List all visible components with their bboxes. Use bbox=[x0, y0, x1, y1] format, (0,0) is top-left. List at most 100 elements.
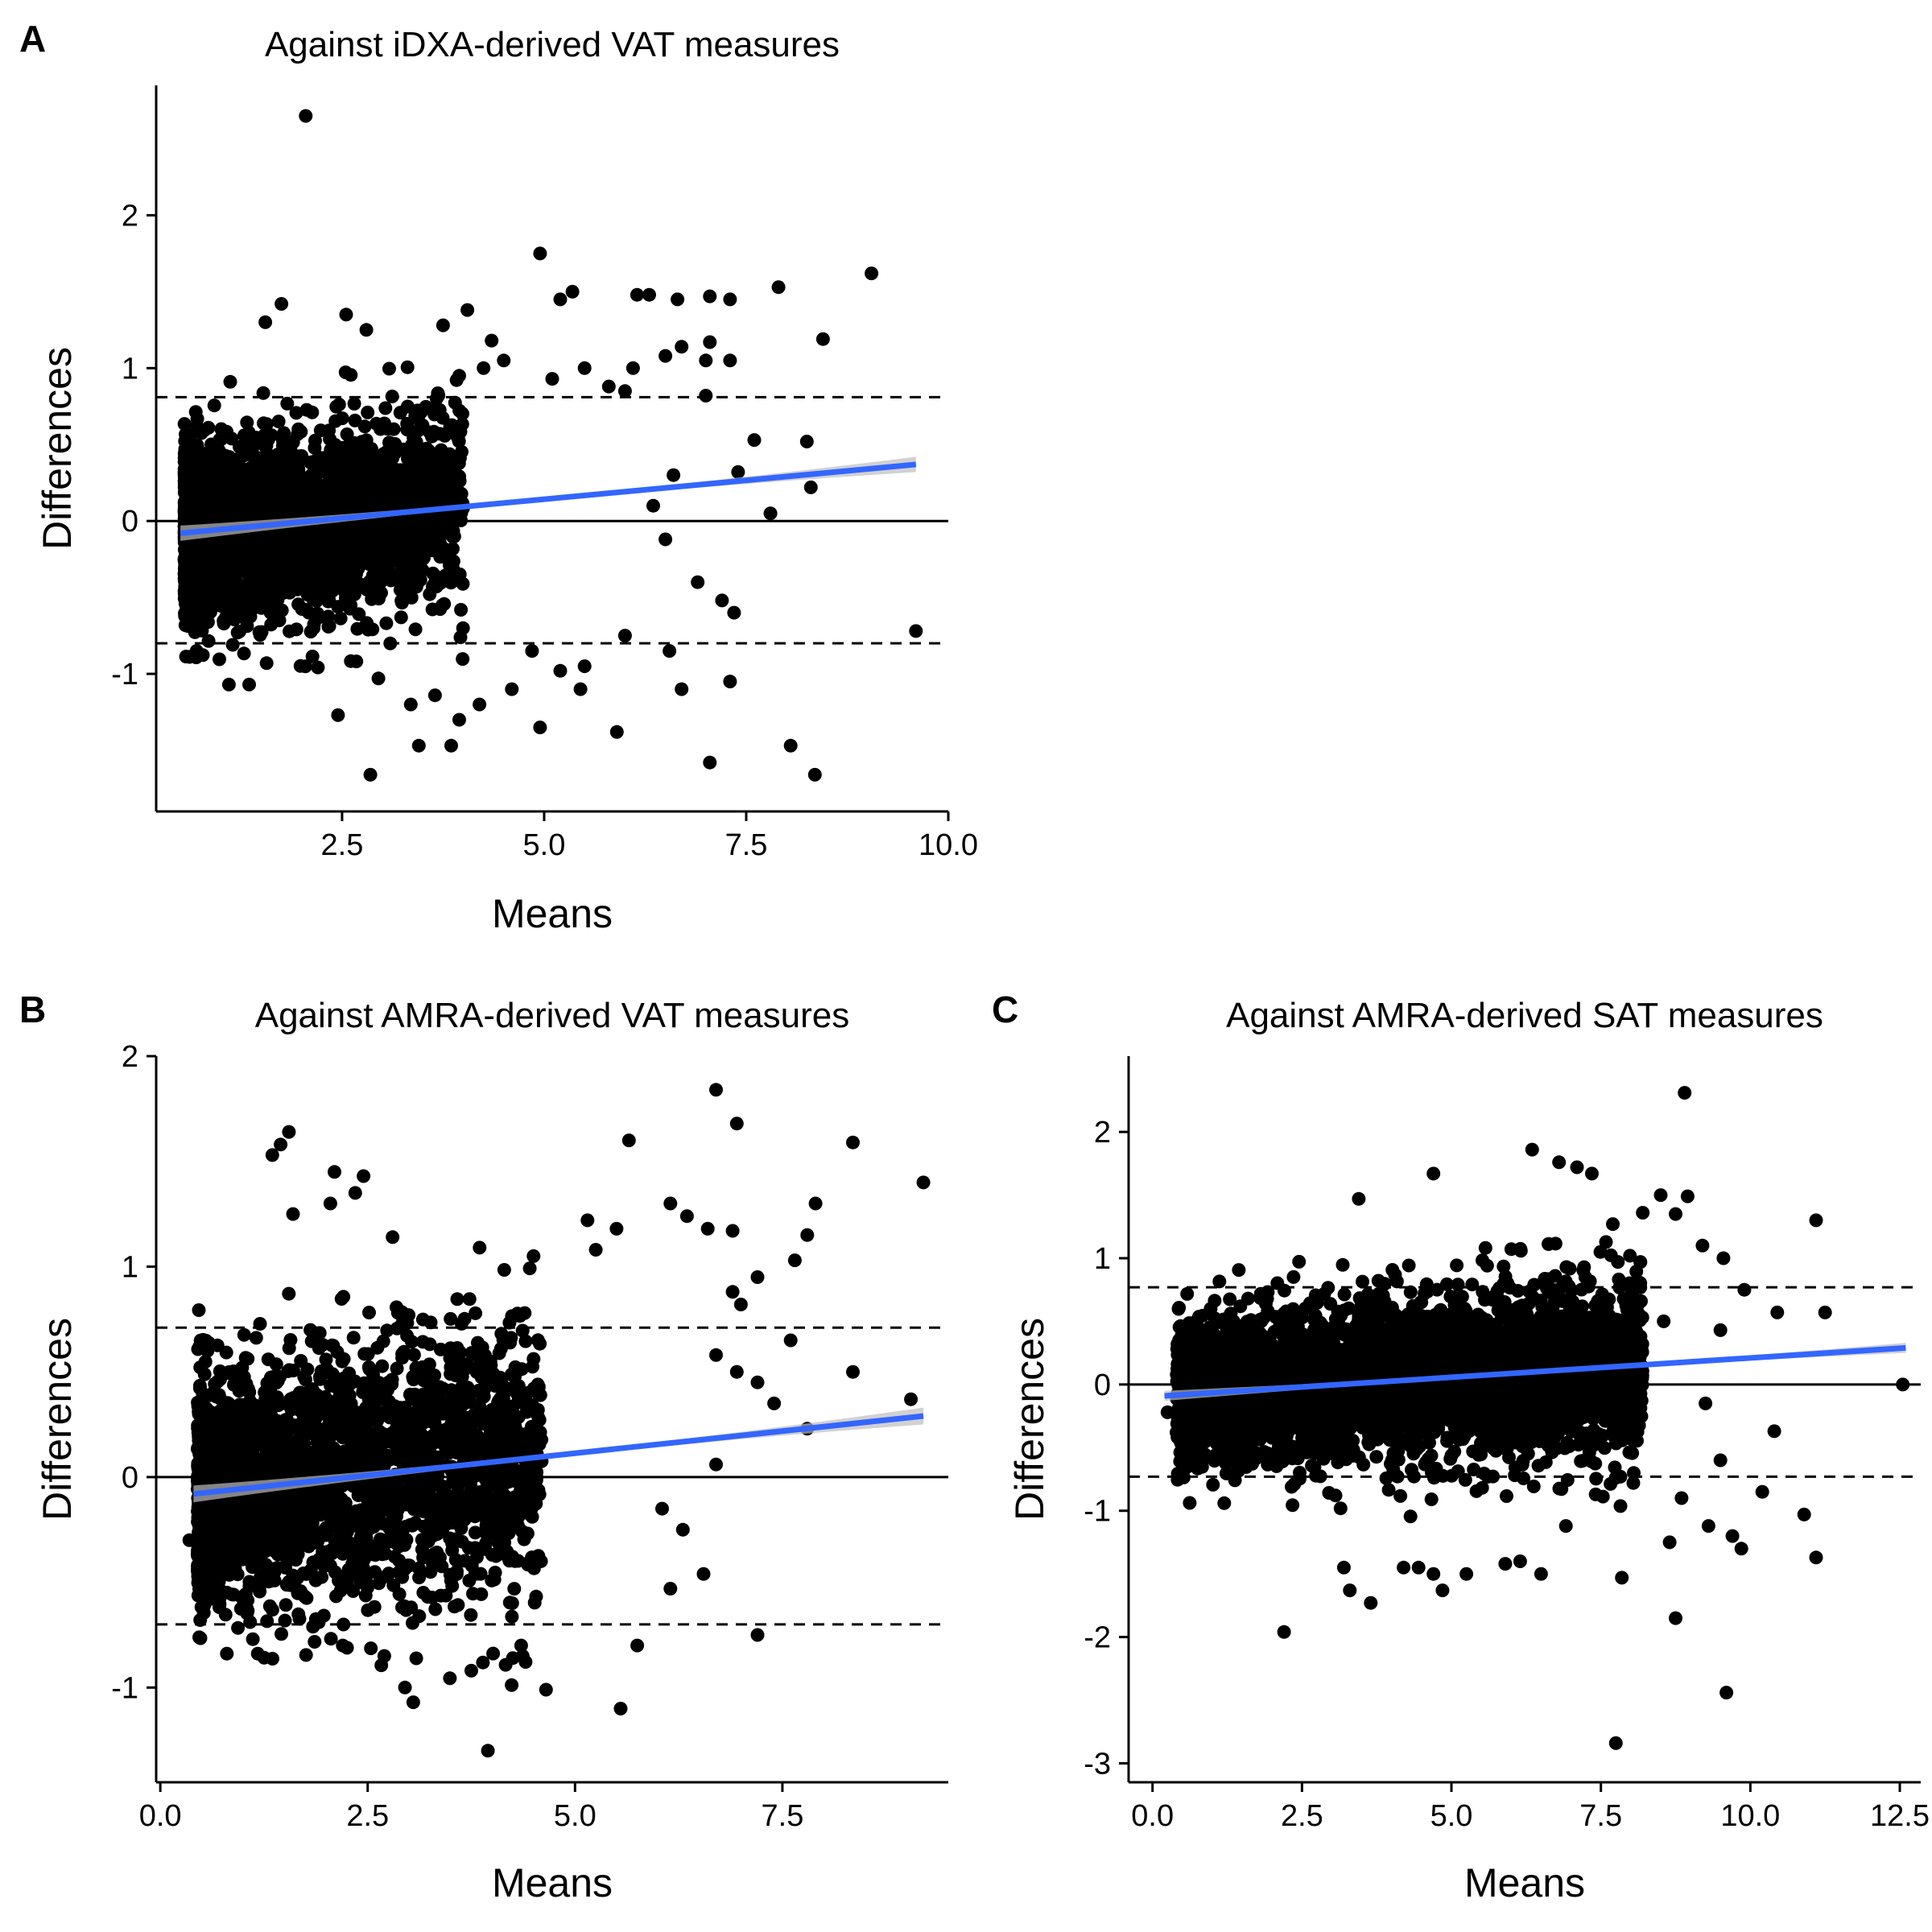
panel-a-point bbox=[431, 388, 446, 402]
panel-a-point bbox=[363, 767, 378, 782]
panel-b-point bbox=[220, 1585, 234, 1600]
panel-a-point bbox=[350, 555, 365, 569]
panel-a-point bbox=[799, 435, 814, 448]
panel-b-point bbox=[518, 1334, 533, 1348]
panel-a-point bbox=[239, 555, 254, 569]
panel-a-point bbox=[803, 480, 818, 494]
panel-a-point bbox=[703, 335, 717, 349]
panel-a-point bbox=[321, 620, 336, 634]
panel-a-point bbox=[217, 450, 231, 464]
panel-a-point bbox=[731, 464, 745, 479]
panel-a-point bbox=[625, 361, 640, 375]
panel-a-title: Against iDXA-derived VAT measures bbox=[265, 25, 840, 64]
panel-b-point bbox=[492, 1346, 506, 1360]
panel-a-point bbox=[400, 416, 415, 431]
panel-a-point bbox=[225, 638, 240, 652]
panel-b-title: Against AMRA-derived VAT measures bbox=[255, 996, 850, 1035]
panel-a-point bbox=[723, 353, 737, 368]
panel-a-point bbox=[213, 502, 228, 517]
panel-b-point bbox=[358, 1588, 373, 1603]
panel-a-point bbox=[275, 297, 289, 311]
panel-a-point bbox=[371, 671, 386, 686]
panel-a-point bbox=[675, 682, 689, 696]
panel-b-point bbox=[243, 1615, 258, 1629]
panel-a-point bbox=[444, 738, 458, 753]
panel-a-point bbox=[183, 510, 197, 525]
panel-a-point bbox=[187, 578, 201, 592]
panel-b-point bbox=[246, 1632, 260, 1646]
panel-a-point bbox=[279, 463, 294, 477]
panel-a-point bbox=[311, 660, 325, 675]
panel-a-point bbox=[497, 353, 511, 368]
panel-a-point bbox=[361, 405, 375, 419]
panel-b-point bbox=[346, 1331, 361, 1345]
panel-a-point bbox=[446, 542, 460, 556]
panel-a-point bbox=[663, 644, 677, 658]
panel-a-point bbox=[577, 361, 592, 375]
panel-a-point bbox=[445, 488, 460, 502]
panel-a-point bbox=[553, 663, 568, 678]
panel-a-point bbox=[553, 292, 568, 307]
panel-b-point bbox=[526, 1381, 541, 1396]
panel-b-point bbox=[232, 1384, 246, 1398]
panel-a-point bbox=[601, 379, 616, 394]
panel-b-point bbox=[395, 1600, 409, 1615]
panel-a-point bbox=[260, 596, 275, 610]
panel-a-point bbox=[305, 650, 320, 663]
panel-a-point bbox=[403, 570, 418, 584]
panel-a-point bbox=[382, 551, 396, 565]
panel-b-point bbox=[361, 1400, 374, 1414]
panel-a-point bbox=[237, 646, 251, 661]
panel-a-point bbox=[379, 616, 394, 630]
panel-a-point bbox=[448, 395, 462, 410]
panel-a-point bbox=[218, 427, 233, 442]
panel-a-point bbox=[408, 622, 423, 637]
panel-b-point bbox=[524, 1419, 539, 1434]
panel-b-point bbox=[464, 1608, 478, 1622]
panel-a-point bbox=[763, 506, 778, 521]
panel-a-point bbox=[460, 303, 475, 317]
panel-a-point bbox=[533, 246, 547, 261]
panel-a-point bbox=[435, 598, 449, 613]
panel-a-point bbox=[290, 582, 304, 597]
panel-a-point bbox=[258, 315, 273, 329]
panel-a-point bbox=[291, 497, 306, 512]
panel-a-point bbox=[386, 568, 400, 582]
panel-a-point bbox=[505, 682, 519, 696]
panel-b-point bbox=[320, 1524, 335, 1538]
panel-a-point bbox=[378, 449, 392, 464]
panel-b-point bbox=[196, 1387, 210, 1401]
panel-a-point bbox=[291, 462, 306, 477]
panel-a-x-tick-label: 7.5 bbox=[725, 828, 768, 862]
panel-a-point bbox=[909, 624, 923, 638]
panel-a-point bbox=[380, 422, 394, 436]
panel-a-x-tick-label: 2.5 bbox=[321, 828, 364, 862]
panel-b-point bbox=[192, 1630, 206, 1645]
panel-a-point bbox=[286, 484, 300, 498]
panel-b-point bbox=[448, 1600, 461, 1614]
panel-a-point bbox=[262, 564, 276, 579]
panel-a-point bbox=[210, 593, 224, 608]
panel-b-point bbox=[505, 1596, 519, 1610]
panel-a-point bbox=[375, 534, 390, 548]
panel-a-point bbox=[250, 468, 264, 482]
panel-b-point bbox=[497, 1263, 511, 1277]
panel-a-point bbox=[306, 524, 320, 539]
panel-a-point bbox=[415, 563, 430, 577]
panel-a-point bbox=[727, 605, 741, 620]
panel-b-point bbox=[266, 1652, 279, 1666]
panel-a-point bbox=[394, 610, 408, 625]
panel-b-point bbox=[505, 1609, 519, 1624]
panel-a-point bbox=[221, 677, 236, 691]
panel-a-point bbox=[427, 454, 441, 468]
panel-a-point bbox=[436, 318, 450, 332]
panel-a-point bbox=[452, 451, 467, 465]
panel-a-point bbox=[242, 677, 256, 691]
panel-a-point bbox=[177, 417, 192, 431]
panel-a-point bbox=[747, 433, 762, 448]
panel-a-point bbox=[400, 360, 415, 374]
panel-a-point bbox=[485, 333, 499, 348]
panel-a-point bbox=[359, 497, 374, 511]
panel-a-point bbox=[357, 419, 372, 434]
